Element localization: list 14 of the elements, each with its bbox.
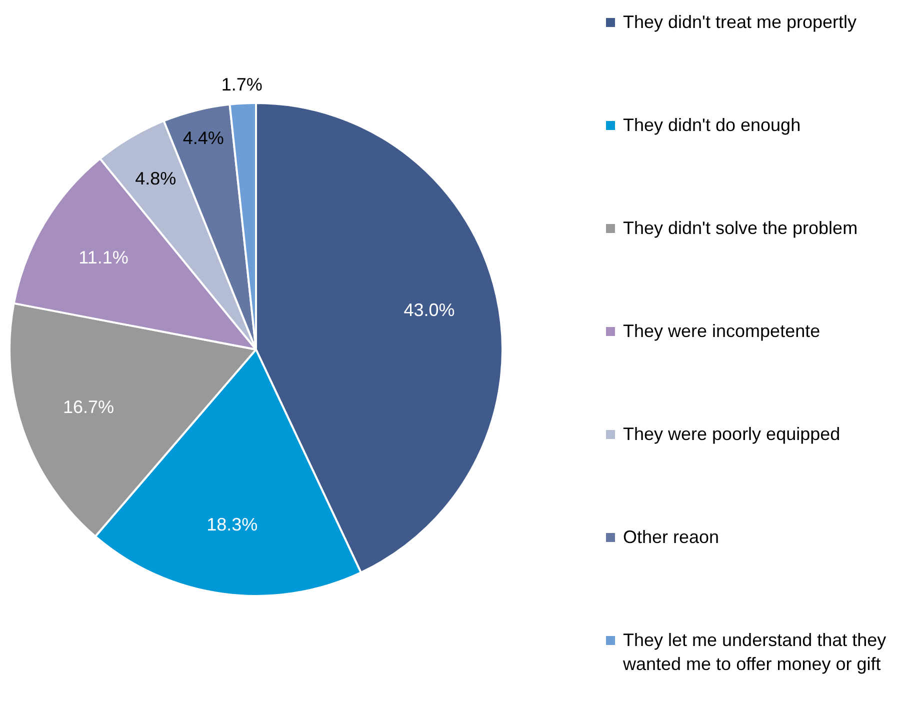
legend-label: They didn't treat me propertly	[623, 11, 857, 34]
data-label: 1.7%	[221, 74, 262, 94]
data-label: 43.0%	[404, 300, 455, 320]
legend-label: They were incompetente	[623, 320, 820, 343]
data-label: 4.4%	[182, 128, 224, 148]
legend-label: They didn't solve the problem	[623, 217, 858, 240]
data-label: 4.8%	[135, 168, 176, 189]
legend-label: They let me understand that they wanted me to offer money or gift	[623, 629, 888, 676]
data-label: 16.7%	[62, 397, 114, 418]
legend-label: They were poorly equipped	[623, 423, 840, 446]
data-label: 11.1%	[78, 248, 128, 268]
data-label: 18.3%	[206, 514, 258, 534]
legend-label: They didn't do enough	[623, 114, 801, 137]
legend-label: Other reaon	[623, 526, 720, 549]
